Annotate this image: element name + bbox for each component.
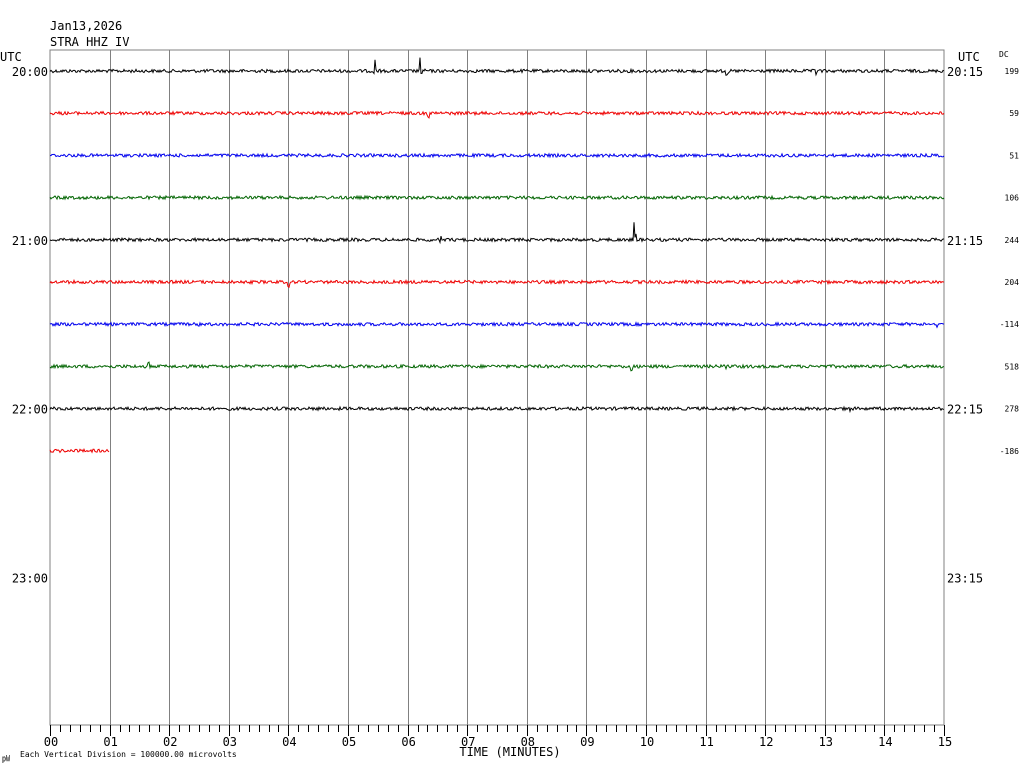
- trace-2130: [49, 321, 945, 329]
- left-axis-title: UTC: [0, 50, 22, 64]
- dc-value-label: 244: [1005, 236, 1020, 245]
- trace-2030: [49, 152, 945, 159]
- trace-2200: [49, 405, 945, 414]
- dc-label-group: 199 59 51 106 244 204 -114 518 278 -186: [1000, 67, 1019, 456]
- hour-label-right: 22:15: [947, 403, 983, 417]
- x-tick-label: 05: [342, 735, 356, 749]
- hour-label-left: 20:00: [12, 65, 48, 79]
- x-tick-label: 06: [401, 735, 415, 749]
- dc-value-label: 59: [1009, 109, 1019, 118]
- hour-label-left: 23:00: [12, 571, 48, 585]
- hour-label-right: 23:15: [947, 571, 983, 585]
- x-tick-label: 03: [223, 735, 237, 749]
- trace-2045: [49, 194, 945, 201]
- trace-2215: [49, 448, 110, 454]
- dc-value-label: 199: [1005, 67, 1020, 76]
- trace-2115: [49, 278, 945, 289]
- x-tick-label: 02: [163, 735, 177, 749]
- x-tick-label: 14: [878, 735, 892, 749]
- x-tick-label: 12: [759, 735, 773, 749]
- x-tick-label: 15: [938, 735, 952, 749]
- x-tick-label: 08: [521, 735, 535, 749]
- x-tick-label: 09: [580, 735, 594, 749]
- hour-label-right: 21:15: [947, 234, 983, 248]
- x-tick-label: 13: [819, 735, 833, 749]
- trace-group: [49, 57, 945, 454]
- corner-mark: ㎺: [2, 754, 10, 764]
- trace-2015: [49, 110, 945, 119]
- x-tick-label: 00: [44, 735, 58, 749]
- hour-label-right: 20:15: [947, 65, 983, 79]
- x-tick-label: 04: [282, 735, 296, 749]
- dc-value-label: 278: [1005, 405, 1020, 414]
- right-axis-title: UTC: [958, 50, 980, 64]
- dc-value-label: 106: [1005, 194, 1020, 203]
- dc-value-label: 51: [1009, 151, 1019, 160]
- x-tick-label: 10: [640, 735, 654, 749]
- x-tick-label: 01: [103, 735, 117, 749]
- trace-2000: [49, 57, 945, 77]
- grid: [49, 49, 945, 726]
- scale-note: Each Vertical Division = 100000.00 micro…: [20, 750, 237, 759]
- dc-value-label: 518: [1005, 362, 1020, 371]
- dc-value-label: -186: [1000, 447, 1019, 456]
- date-label: Jan13,2026: [50, 19, 122, 33]
- x-tick-label: 07: [461, 735, 475, 749]
- hour-label-left: 22:00: [12, 403, 48, 417]
- trace-2100: [49, 222, 944, 245]
- x-axis: 00 01 02 03 04 05 06 07 08 09 10 11 12 13 14 15: [44, 725, 952, 749]
- dc-value-label: -114: [1000, 320, 1019, 329]
- x-tick-label: 11: [699, 735, 713, 749]
- hour-label-group: 20:00 20:15 21:00 21:15 22:00 22:15 23:00 23:15: [12, 65, 983, 585]
- trace-2145: [49, 361, 945, 372]
- hour-label-left: 21:00: [12, 234, 48, 248]
- x-axis-title: TIME (MINUTES): [459, 745, 560, 759]
- dc-value-label: 204: [1005, 278, 1020, 287]
- station-label: STRA HHZ IV: [50, 35, 129, 49]
- dc-column-title: DC: [999, 50, 1009, 59]
